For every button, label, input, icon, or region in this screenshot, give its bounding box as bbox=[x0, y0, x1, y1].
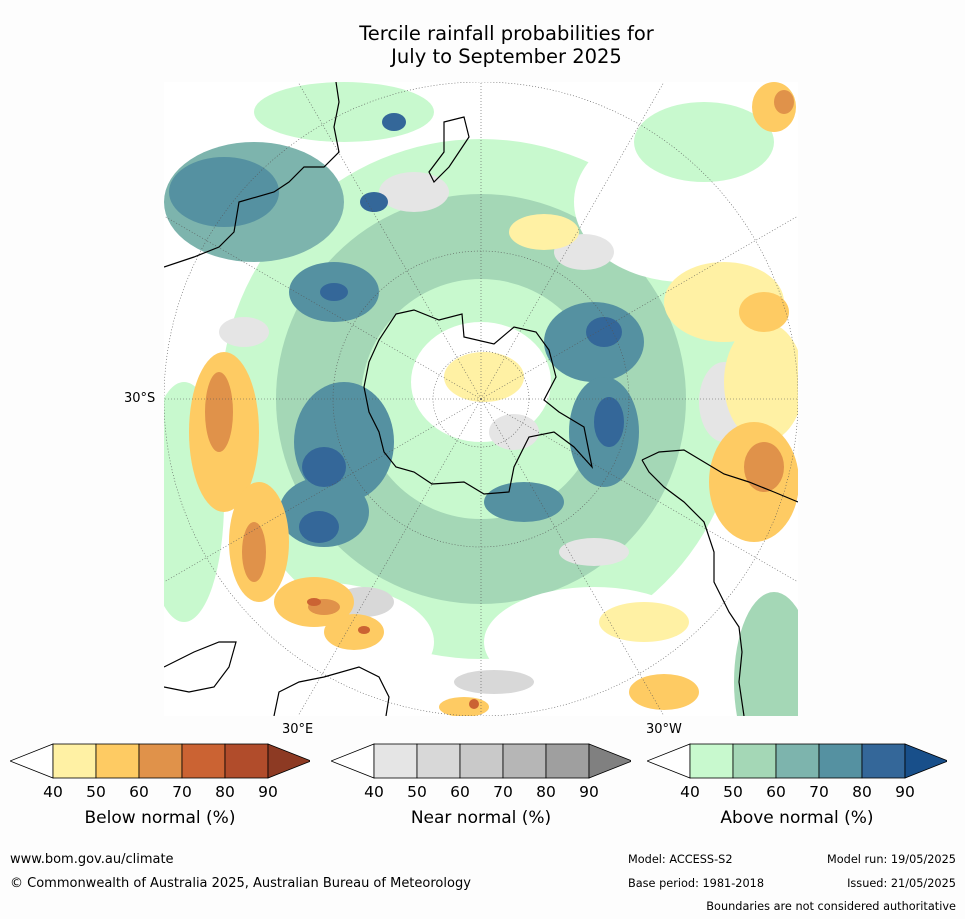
title-line-1: Tercile rainfall probabilities for bbox=[359, 22, 654, 45]
colorbar-segment bbox=[373, 743, 418, 779]
coastlines bbox=[164, 82, 798, 716]
colorbar-tick-label: 50 bbox=[723, 783, 743, 801]
colorbar-segment bbox=[775, 743, 820, 779]
title-line-2: July to September 2025 bbox=[391, 45, 622, 68]
colorbar-under-arrow bbox=[647, 743, 691, 779]
colorbar-tick-label: 70 bbox=[172, 783, 192, 801]
colorbar-segment bbox=[502, 743, 547, 779]
colorbar-segment bbox=[416, 743, 461, 779]
legend-title-above: Above normal (%) bbox=[720, 808, 874, 828]
colorbar-under-arrow bbox=[331, 743, 375, 779]
colorbar-tick-label: 40 bbox=[364, 783, 384, 801]
legend-above-normal: 40 50 60 70 80 90 Above normal (%) bbox=[647, 742, 947, 852]
colorbar-ticks: 40 50 60 70 80 90 bbox=[10, 783, 310, 803]
colorbar-tick-label: 80 bbox=[536, 783, 556, 801]
colorbar-below-normal bbox=[10, 743, 310, 779]
colorbar-over-arrow bbox=[588, 743, 631, 779]
map-panel bbox=[164, 82, 798, 716]
boundaries-note: Boundaries are not considered authoritat… bbox=[706, 900, 956, 913]
lat-label-30s: 30°S bbox=[124, 391, 156, 406]
legend-near-normal: 40 50 60 70 80 90 Near normal (%) bbox=[331, 742, 631, 852]
colorbar-over-arrow bbox=[267, 743, 310, 779]
colorbar-segment bbox=[224, 743, 269, 779]
colorbar-tick-label: 50 bbox=[86, 783, 106, 801]
new-zealand-coastline bbox=[428, 116, 470, 184]
colorbar-tick-label: 90 bbox=[895, 783, 915, 801]
colorbar-segment bbox=[689, 743, 734, 779]
colorbar-tick-label: 80 bbox=[852, 783, 872, 801]
south-america-coastline bbox=[641, 449, 798, 716]
colorbar-tick-label: 90 bbox=[258, 783, 278, 801]
base-period-text: Base period: 1981-2018 bbox=[628, 877, 765, 890]
colorbar-ticks: 40 50 60 70 80 90 bbox=[331, 783, 631, 803]
colorbar-tick-label: 70 bbox=[493, 783, 513, 801]
lon-label-30e: 30°E bbox=[282, 722, 314, 737]
legend-title-below: Below normal (%) bbox=[84, 808, 236, 828]
colorbar-tick-label: 70 bbox=[809, 783, 829, 801]
colorbar-over-arrow bbox=[904, 743, 947, 779]
issued-text: Issued: 21/05/2025 bbox=[847, 877, 956, 890]
australia-coastline bbox=[164, 82, 340, 268]
colorbar-tick-label: 40 bbox=[43, 783, 63, 801]
africa-coastline bbox=[164, 641, 390, 716]
website-link[interactable]: www.bom.gov.au/climate bbox=[10, 852, 174, 867]
colorbar-tick-label: 60 bbox=[129, 783, 149, 801]
colorbar-segment bbox=[52, 743, 97, 779]
graticule bbox=[164, 82, 798, 716]
lon-label-30w: 30°W bbox=[646, 722, 682, 737]
polar-map bbox=[164, 82, 798, 716]
model-run-text: Model run: 19/05/2025 bbox=[827, 853, 956, 866]
legend-below-normal: 40 50 60 70 80 90 Below normal (%) bbox=[10, 742, 310, 852]
colorbar-segment bbox=[732, 743, 777, 779]
colorbar-segment bbox=[95, 743, 140, 779]
colorbar-tick-label: 50 bbox=[407, 783, 427, 801]
colorbar-segment bbox=[818, 743, 863, 779]
map-title: Tercile rainfall probabilities for July … bbox=[0, 22, 965, 68]
colorbar-segment bbox=[181, 743, 226, 779]
colorbar-tick-label: 60 bbox=[766, 783, 786, 801]
colorbar-tick-label: 90 bbox=[579, 783, 599, 801]
colorbar-ticks: 40 50 60 70 80 90 bbox=[647, 783, 947, 803]
colorbar-tick-label: 60 bbox=[450, 783, 470, 801]
colorbar-segment bbox=[138, 743, 183, 779]
colorbar-near-normal bbox=[331, 743, 631, 779]
legend-title-near: Near normal (%) bbox=[410, 808, 552, 828]
colorbar-tick-label: 80 bbox=[215, 783, 235, 801]
antarctica-coastline bbox=[363, 309, 594, 495]
colorbar-under-arrow bbox=[10, 743, 54, 779]
colorbar-segment bbox=[459, 743, 504, 779]
model-text: Model: ACCESS-S2 bbox=[628, 853, 733, 866]
colorbar-tick-label: 40 bbox=[680, 783, 700, 801]
colorbar-above-normal bbox=[647, 743, 947, 779]
copyright-text: © Commonwealth of Australia 2025, Austra… bbox=[10, 876, 471, 891]
colorbar-segment bbox=[861, 743, 906, 779]
colorbar-segment bbox=[545, 743, 590, 779]
